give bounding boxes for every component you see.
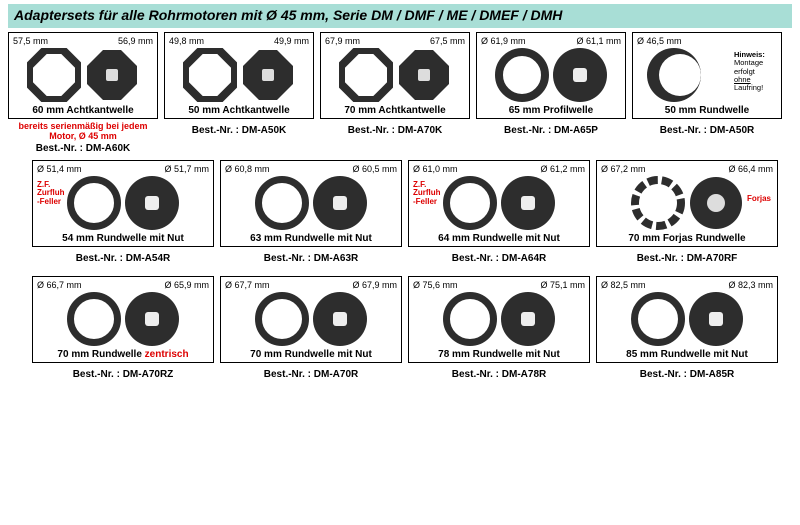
order-number: Best.-Nr. : DM-A70R — [220, 369, 402, 380]
adapter-label: 54 mm Rundwelle mit Nut — [62, 233, 184, 244]
dimensions: Ø 60,8 mmØ 60,5 mm — [225, 164, 397, 174]
adapter-disc-icon — [689, 292, 743, 346]
adapter-ring-icon — [183, 48, 237, 102]
adapter-disc-icon — [241, 48, 295, 102]
dimensions: Ø 75,6 mmØ 75,1 mm — [413, 280, 585, 290]
order-number: Best.-Nr. : DM-A50R — [632, 125, 782, 136]
adapter-disc-icon — [397, 48, 451, 102]
adapter-cell: Ø 82,5 mmØ 82,3 mm 85 mm Rundwelle mit Nu… — [596, 276, 778, 363]
adapter-cell: Ø 75,6 mmØ 75,1 mm 78 mm Rundwelle mit Nu… — [408, 276, 590, 363]
adapter-item: Z.F.Zurfluh-FellerØ 61,0 mmØ 61,2 mm64 m… — [408, 160, 590, 270]
adapter-item: Ø 60,8 mmØ 60,5 mm 63 mm Rundwelle mit Nu… — [220, 160, 402, 270]
adapter-cell: 49,8 mm49,9 mm 50 mm Achtkantwelle — [164, 32, 314, 119]
adapter-item: Hinweis:Montage erfolgtohne Laufring!Ø 4… — [632, 32, 782, 154]
dimensions: Ø 67,7 mmØ 67,9 mm — [225, 280, 397, 290]
adapter-item: Ø 61,9 mmØ 61,1 mm 65 mm Profilwelle Best.… — [476, 32, 626, 154]
dimensions: Ø 66,7 mmØ 65,9 mm — [37, 280, 209, 290]
serial-note: bereits serienmäßig bei jedem Motor, Ø 4… — [8, 122, 158, 142]
adapter-label: 63 mm Rundwelle mit Nut — [250, 233, 372, 244]
adapter-label: 70 mm Rundwelle mit Nut — [250, 349, 372, 360]
adapter-item: 57,5 mm56,9 mm 60 mm Achtkantwelle bereits… — [8, 32, 158, 154]
adapter-ring-icon — [255, 176, 309, 230]
order-number: Best.-Nr. : DM-A54R — [32, 253, 214, 264]
adapter-cell: Z.F.Zurfluh-FellerØ 51,4 mmØ 51,7 mm54 m… — [32, 160, 214, 247]
adapter-cell: 57,5 mm56,9 mm 60 mm Achtkantwelle — [8, 32, 158, 119]
adapter-cell: Z.F.Zurfluh-FellerØ 61,0 mmØ 61,2 mm64 m… — [408, 160, 590, 247]
dimensions: 49,8 mm49,9 mm — [169, 36, 309, 46]
adapter-item: Ø 67,7 mmØ 67,9 mm 70 mm Rundwelle mit Nu… — [220, 276, 402, 386]
adapter-cell: Ø 61,9 mmØ 61,1 mm 65 mm Profilwelle — [476, 32, 626, 119]
adapter-cell: Hinweis:Montage erfolgtohne Laufring!Ø 4… — [632, 32, 782, 119]
adapter-ring-icon — [631, 176, 685, 230]
order-number: Best.-Nr. : DM-A60K — [8, 143, 158, 154]
order-number: Best.-Nr. : DM-A70K — [320, 125, 470, 136]
adapter-item: Ø 66,7 mmØ 65,9 mm 70 mm Rundwelle zentri… — [32, 276, 214, 386]
order-number: Best.-Nr. : DM-A70RF — [596, 253, 778, 264]
adapter-disc-icon — [501, 176, 555, 230]
adapter-shape — [647, 48, 701, 102]
adapter-disc-icon — [553, 48, 607, 102]
order-number: Best.-Nr. : DM-A70RZ — [32, 369, 214, 380]
adapter-ring-icon — [67, 292, 121, 346]
order-number: Best.-Nr. : DM-A50K — [164, 125, 314, 136]
order-number: Best.-Nr. : DM-A65P — [476, 125, 626, 136]
dimensions: Ø 82,5 mmØ 82,3 mm — [601, 280, 773, 290]
adapter-disc-icon — [689, 176, 743, 230]
adapter-item: Ø 75,6 mmØ 75,1 mm 78 mm Rundwelle mit Nu… — [408, 276, 590, 386]
adapter-disc-icon — [125, 176, 179, 230]
adapter-disc-icon — [501, 292, 555, 346]
adapter-ring-icon — [339, 48, 393, 102]
adapter-label: 85 mm Rundwelle mit Nut — [626, 349, 748, 360]
order-number: Best.-Nr. : DM-A85R — [596, 369, 778, 380]
adapter-disc-icon — [313, 292, 367, 346]
adapter-ring-icon — [27, 48, 81, 102]
dimensions: Ø 61,9 mmØ 61,1 mm — [481, 36, 621, 46]
adapter-disc-icon — [85, 48, 139, 102]
adapter-cell: Ø 60,8 mmØ 60,5 mm 63 mm Rundwelle mit Nu… — [220, 160, 402, 247]
adapter-disc-icon — [313, 176, 367, 230]
adapter-grid: 57,5 mm56,9 mm 60 mm Achtkantwelle bereits… — [8, 32, 792, 389]
order-number: Best.-Nr. : DM-A64R — [408, 253, 590, 264]
adapter-ring-icon — [255, 292, 309, 346]
adapter-item: ForjasØ 67,2 mmØ 66,4 mm70 mm Forjas Run… — [596, 160, 778, 270]
adapter-cell: 67,9 mm67,5 mm 70 mm Achtkantwelle — [320, 32, 470, 119]
adapter-cell: ForjasØ 67,2 mmØ 66,4 mm70 mm Forjas Run… — [596, 160, 778, 247]
adapter-label: 50 mm Rundwelle — [665, 105, 749, 116]
adapter-cell: Ø 66,7 mmØ 65,9 mm 70 mm Rundwelle zentri… — [32, 276, 214, 363]
order-number: Best.-Nr. : DM-A63R — [220, 253, 402, 264]
adapter-label: 64 mm Rundwelle mit Nut — [438, 233, 560, 244]
adapter-disc-icon — [125, 292, 179, 346]
dimensions: Ø 61,0 mmØ 61,2 mm — [413, 164, 585, 174]
adapter-item: 49,8 mm49,9 mm 50 mm Achtkantwelle Best.-N… — [164, 32, 314, 154]
order-number: Best.-Nr. : DM-A78R — [408, 369, 590, 380]
dimensions: Ø 46,5 mm — [637, 36, 777, 46]
adapter-ring-icon — [495, 48, 549, 102]
adapter-ring-icon — [67, 176, 121, 230]
adapter-cell: Ø 67,7 mmØ 67,9 mm 70 mm Rundwelle mit Nu… — [220, 276, 402, 363]
dimensions: Ø 67,2 mmØ 66,4 mm — [601, 164, 773, 174]
header-title: Adaptersets für alle Rohrmotoren mit Ø 4… — [14, 7, 562, 23]
dimensions: 67,9 mm67,5 mm — [325, 36, 465, 46]
header-banner: Adaptersets für alle Rohrmotoren mit Ø 4… — [8, 4, 792, 28]
adapter-ring-icon — [443, 176, 497, 230]
adapter-label: 50 mm Achtkantwelle — [188, 105, 289, 116]
adapter-item: Ø 82,5 mmØ 82,3 mm 85 mm Rundwelle mit Nu… — [596, 276, 778, 386]
adapter-item: 67,9 mm67,5 mm 70 mm Achtkantwelle Best.-N… — [320, 32, 470, 154]
adapter-ring-icon — [631, 292, 685, 346]
adapter-label: 78 mm Rundwelle mit Nut — [438, 349, 560, 360]
adapter-item: Z.F.Zurfluh-FellerØ 51,4 mmØ 51,7 mm54 m… — [32, 160, 214, 270]
adapter-label: 60 mm Achtkantwelle — [32, 105, 133, 116]
adapter-label: 70 mm Achtkantwelle — [344, 105, 445, 116]
adapter-ring-icon — [443, 292, 497, 346]
adapter-label: 70 mm Rundwelle zentrisch — [57, 349, 188, 360]
adapter-label: 70 mm Forjas Rundwelle — [628, 233, 745, 244]
dimensions: 57,5 mm56,9 mm — [13, 36, 153, 46]
adapter-label: 65 mm Profilwelle — [509, 105, 593, 116]
dimensions: Ø 51,4 mmØ 51,7 mm — [37, 164, 209, 174]
